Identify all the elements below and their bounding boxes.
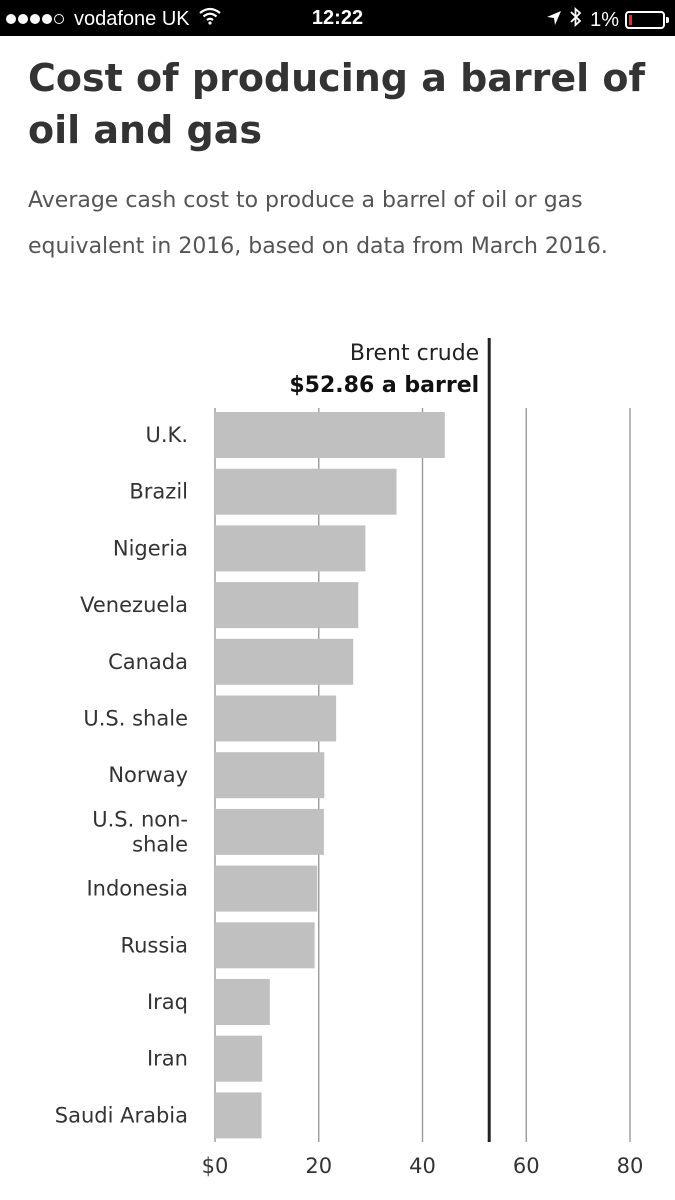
status-time: 12:22 <box>311 7 364 29</box>
bar <box>215 695 337 742</box>
bluetooth-icon <box>570 6 582 33</box>
category-label: Nigeria <box>113 536 188 560</box>
x-tick-label: $0 <box>202 1154 229 1178</box>
category-label: Canada <box>108 650 188 674</box>
bar <box>215 468 397 515</box>
x-tick-label: 20 <box>305 1154 332 1178</box>
category-label: Venezuela <box>80 593 188 617</box>
battery-terminal <box>666 17 669 23</box>
x-tick-label: 40 <box>409 1154 436 1178</box>
chart-title: Cost of producing a barrel of oil and ga… <box>28 56 646 152</box>
category-label: Iran <box>147 1047 188 1071</box>
category-label: U.K. <box>146 423 189 447</box>
status-right: 1% <box>546 6 669 33</box>
bar <box>215 865 318 912</box>
bar <box>215 638 354 685</box>
bar <box>215 808 324 855</box>
bar <box>215 922 315 969</box>
battery-icon <box>625 11 669 29</box>
category-label: U.S. non-shale <box>92 807 188 856</box>
signal-dot <box>42 14 52 24</box>
bar <box>215 1035 263 1082</box>
category-label: Norway <box>108 763 188 787</box>
signal-strength-icon <box>6 14 66 24</box>
x-tick-label: 80 <box>617 1154 644 1178</box>
bar <box>215 752 325 799</box>
x-tick-label: 60 <box>513 1154 540 1178</box>
category-label: Indonesia <box>86 877 188 901</box>
wifi-icon <box>198 7 222 31</box>
status-bar: vodafone UK 12:22 1% <box>0 0 675 36</box>
carrier-name: vodafone UK <box>74 7 190 30</box>
bar-chart: $0 20 40 60 80 U.K. Brazil Nigeria Venezuela Cana… <box>55 338 644 1178</box>
bar <box>215 582 359 629</box>
signal-dot <box>30 14 40 24</box>
battery-level-fill <box>629 15 632 25</box>
signal-dot <box>18 14 28 24</box>
status-left: vodafone UK <box>6 7 222 31</box>
bar <box>215 979 270 1025</box>
category-label: Russia <box>120 933 188 957</box>
battery-percent: 1% <box>590 8 619 31</box>
reference-label: Brent crude <box>350 341 479 366</box>
category-label: Brazil <box>129 480 188 504</box>
category-label: U.S. shale <box>83 707 188 731</box>
chart-subtitle: Average cash cost to produce a barrel of… <box>28 188 608 259</box>
reference-value-label: $52.86 a barrel <box>289 373 479 398</box>
signal-dot <box>6 14 16 24</box>
signal-dot <box>54 14 64 24</box>
location-arrow-icon <box>546 9 562 32</box>
category-label: Iraq <box>147 990 188 1014</box>
bar <box>215 1092 262 1139</box>
bar <box>215 525 366 572</box>
category-label: Saudi Arabia <box>55 1103 188 1127</box>
bar <box>215 412 445 458</box>
